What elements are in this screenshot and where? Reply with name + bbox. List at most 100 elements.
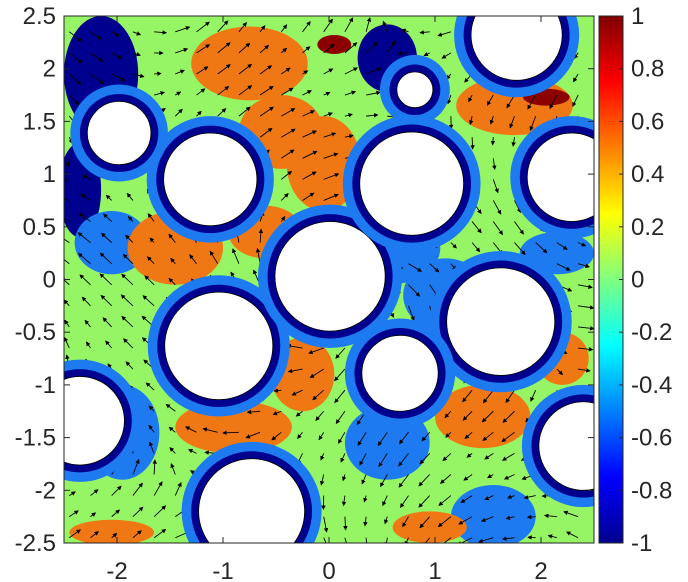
- contour-region-24: [317, 34, 352, 54]
- quiver-arrow-528: [503, 474, 515, 480]
- quiver-arrow-66: [105, 194, 113, 201]
- quiver-arrow-37: [79, 274, 91, 286]
- quiver-arrow-128: [170, 463, 176, 475]
- quiver-arrow-404: [398, 453, 409, 467]
- colorbar-tick-label: -1: [631, 530, 652, 557]
- quiver-arrow-268: [281, 149, 295, 159]
- quiver-arrow-305: [318, 432, 325, 441]
- quiver-arrow-213: [232, 248, 240, 264]
- quiver-arrow-51: [111, 509, 121, 517]
- quiver-arrow-11: [64, 299, 70, 307]
- colorbar-tick-label: 0.6: [631, 108, 664, 135]
- quiver-arrow-476: [458, 516, 473, 525]
- quiver-arrow-540: [514, 221, 524, 235]
- y-tick-label: 1: [43, 161, 56, 188]
- quiver-arrow-613: [577, 263, 590, 269]
- quiver-arrow-172: [196, 66, 209, 75]
- y-tick-label: 1.5: [23, 108, 56, 135]
- quiver-arrow-77: [132, 482, 143, 496]
- quiver-arrow-346: [344, 90, 357, 96]
- y-tick-label: 0.5: [23, 214, 56, 241]
- quiver-arrow-97: [132, 73, 145, 78]
- quiver-arrow-398: [386, 40, 396, 54]
- quiver-arrow-115: [147, 213, 155, 222]
- quiver-arrow-59: [105, 340, 113, 349]
- quiver-arrow-122: [154, 71, 162, 76]
- quiver-arrow-91: [126, 192, 134, 201]
- colorbar-tick-label: 0.4: [631, 161, 664, 188]
- quiver-arrow-411: [408, 305, 415, 322]
- quiver-arrow-269: [281, 128, 296, 138]
- quiver-arrow-379: [378, 453, 388, 468]
- quiver-arrow-107: [145, 382, 155, 391]
- quiver-arrow-353: [361, 474, 367, 485]
- quiver-arrow-205: [222, 430, 239, 436]
- quiver-arrow-127: [174, 481, 182, 496]
- quiver-arrow-589: [556, 242, 568, 250]
- quiver-arrow-412: [408, 284, 421, 297]
- quiver-arrow-74: [111, 31, 120, 37]
- quiver-arrow-494: [470, 137, 475, 150]
- quiver-arrow-502: [484, 495, 494, 501]
- quiver-arrow-267: [281, 170, 293, 180]
- quiver-arrow-154: [188, 449, 197, 454]
- quiver-arrow-614: [577, 242, 587, 247]
- quiver-arrow-47: [90, 73, 105, 84]
- quiver-arrow-331: [335, 410, 346, 425]
- quiver-arrow-2: [69, 491, 76, 496]
- quiver-arrow-198: [217, 42, 231, 54]
- quiver-arrow-76: [132, 506, 144, 517]
- quiver-arrow-256: [272, 410, 282, 416]
- quiver-arrow-273: [281, 47, 288, 54]
- quiver-arrow-60: [102, 317, 113, 328]
- quiver-arrow-224: [238, 22, 247, 33]
- quiver-arrow-471: [447, 94, 452, 105]
- quiver-arrow-495: [468, 116, 474, 125]
- quiver-arrow-375: [384, 537, 389, 543]
- quiver-arrow-174: [196, 21, 210, 33]
- quiver-arrow-294: [302, 130, 317, 138]
- y-tick-label: 2: [43, 56, 56, 83]
- quiver-arrow-321: [323, 91, 331, 96]
- quiver-arrow-247: [259, 65, 273, 75]
- obstacle-0: [146, 116, 274, 243]
- quiver-arrow-86: [120, 294, 134, 307]
- quiver-arrow-248: [259, 44, 270, 54]
- quiver-arrow-520: [489, 115, 495, 125]
- obstacle-6: [454, 16, 580, 98]
- quiver-arrow-327: [341, 495, 347, 507]
- quiver-arrow-373: [365, 41, 379, 54]
- colorbar-tick-label: -0.4: [631, 372, 672, 399]
- quiver-arrow-349: [344, 17, 354, 33]
- quiver-arrow-265: [280, 215, 286, 222]
- quiver-arrow-333: [334, 368, 346, 382]
- quiver-arrow-220: [238, 106, 251, 117]
- quiver-arrow-490: [471, 221, 482, 234]
- quiver-arrow-370: [366, 113, 379, 118]
- quiver-arrow-84: [123, 338, 134, 349]
- quiver-arrow-501: [480, 516, 494, 522]
- quiver-arrow-27: [90, 489, 99, 496]
- quiver-arrow-504: [484, 453, 494, 460]
- quiver-arrow-239: [258, 228, 264, 243]
- quiver-arrow-601: [563, 510, 579, 518]
- quiver-arrow-257: [273, 388, 282, 393]
- quiver-arrow-137: [168, 277, 176, 286]
- quiver-arrow-222: [238, 63, 253, 75]
- quiver-arrow-505: [482, 431, 494, 442]
- quiver-arrow-479: [466, 453, 473, 458]
- quiver-arrow-576: [544, 513, 557, 519]
- quiver-arrow-575: [547, 534, 558, 539]
- quiver-arrow-1: [69, 510, 79, 518]
- quiver-arrow-146: [175, 91, 182, 96]
- quiver-arrow-106: [148, 405, 155, 412]
- quiver-arrow-544: [511, 137, 516, 147]
- obstacle-11: [181, 441, 322, 543]
- quiver-arrow-403: [398, 474, 409, 488]
- quiver-arrow-380: [377, 432, 388, 447]
- quiver-arrow-309: [308, 347, 324, 355]
- quiver-arrow-199: [217, 20, 229, 33]
- quiver-arrow-36: [81, 296, 91, 307]
- obstacle-9: [344, 318, 456, 429]
- quiver-arrow-519: [490, 137, 496, 146]
